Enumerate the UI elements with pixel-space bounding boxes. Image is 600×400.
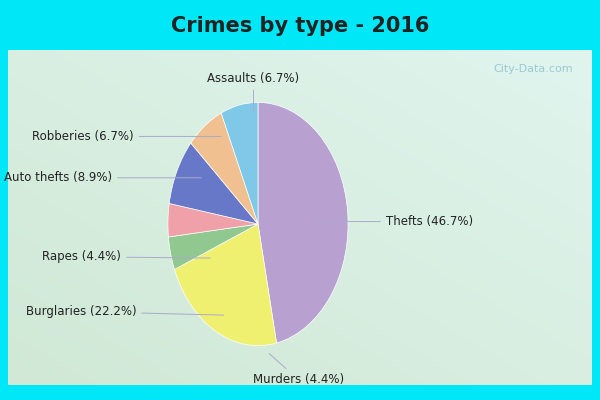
Wedge shape [169, 224, 258, 270]
Text: Crimes by type - 2016: Crimes by type - 2016 [171, 16, 429, 36]
Wedge shape [169, 143, 258, 224]
Text: City-Data.com: City-Data.com [493, 64, 573, 74]
Text: Murders (4.4%): Murders (4.4%) [253, 354, 344, 386]
Wedge shape [221, 102, 258, 224]
Wedge shape [175, 224, 277, 346]
Text: Robberies (6.7%): Robberies (6.7%) [32, 130, 221, 143]
Text: Rapes (4.4%): Rapes (4.4%) [42, 250, 210, 263]
Wedge shape [258, 102, 348, 343]
Text: Auto thefts (8.9%): Auto thefts (8.9%) [4, 171, 201, 184]
Wedge shape [191, 113, 258, 224]
Text: Assaults (6.7%): Assaults (6.7%) [208, 72, 299, 112]
Text: Burglaries (22.2%): Burglaries (22.2%) [26, 305, 224, 318]
Wedge shape [168, 204, 258, 237]
Text: Thefts (46.7%): Thefts (46.7%) [313, 215, 473, 228]
